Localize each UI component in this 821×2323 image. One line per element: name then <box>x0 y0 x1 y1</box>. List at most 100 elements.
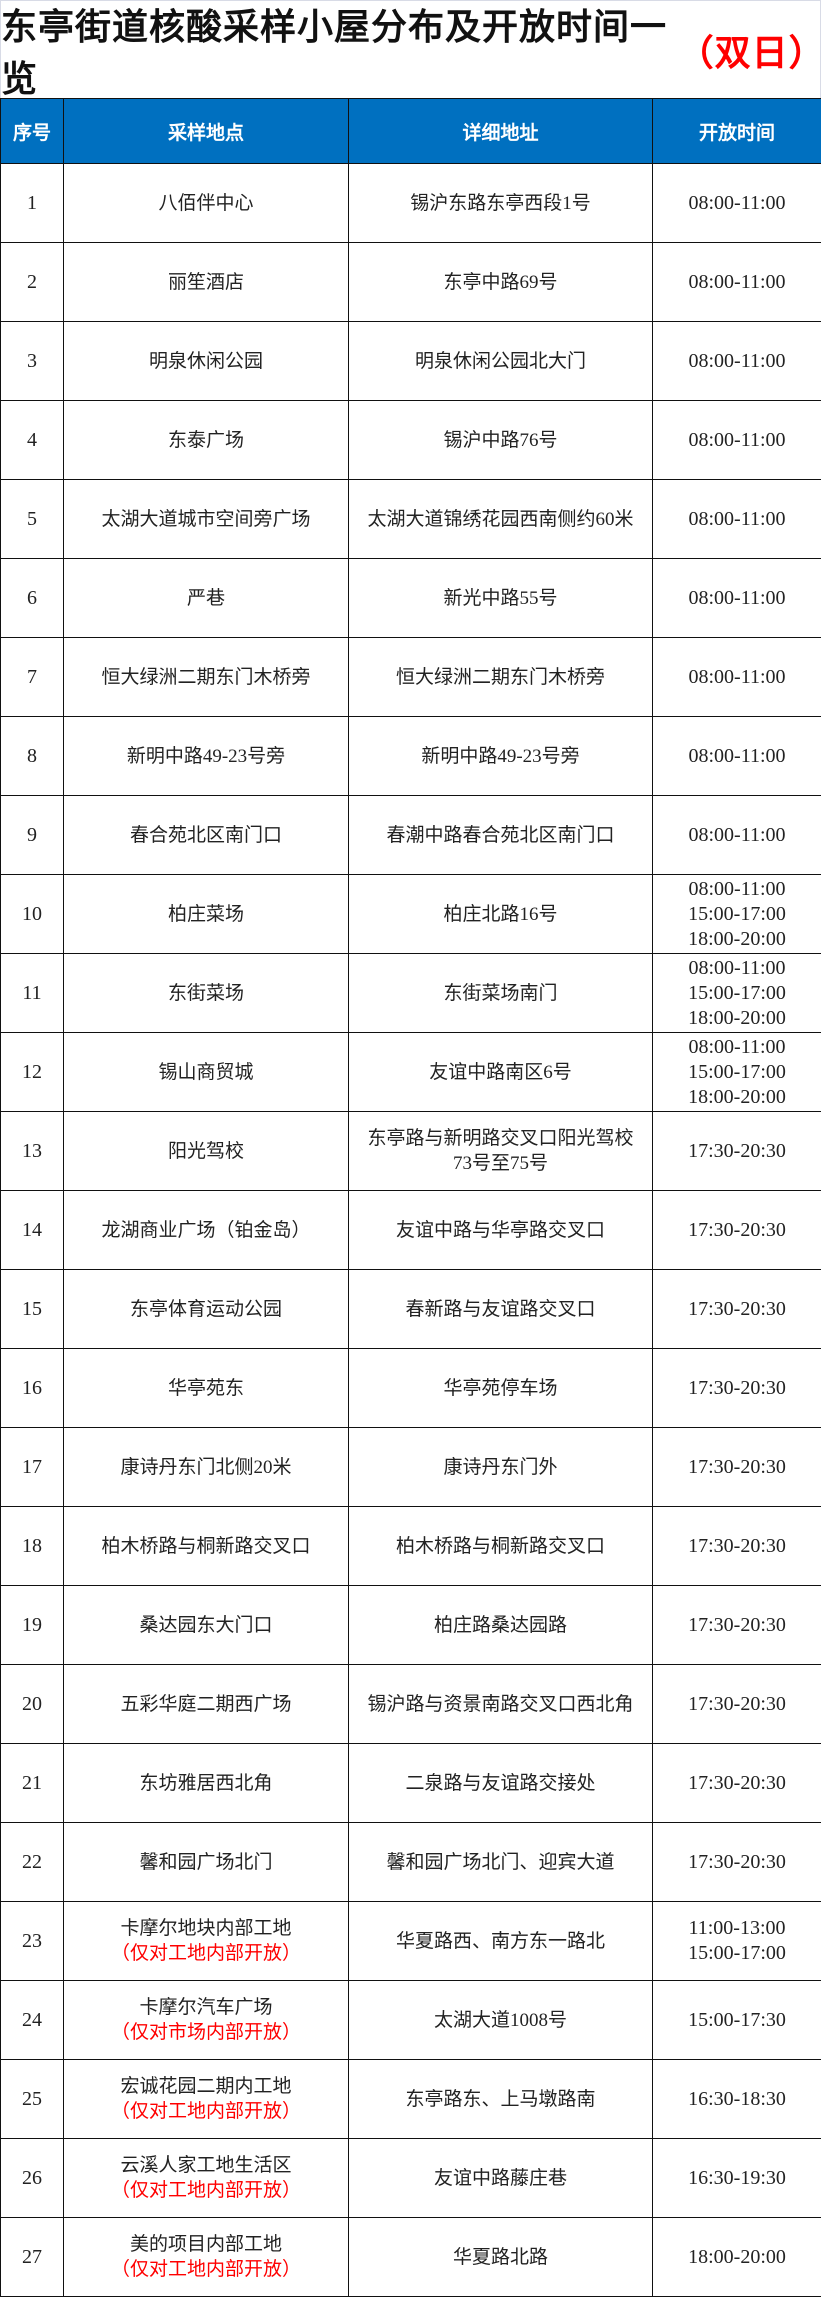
cell-site: 龙湖商业广场（铂金岛） <box>63 1190 349 1270</box>
hours-range: 15:00-17:00 <box>688 1942 786 1964</box>
row-number: 21 <box>22 1771 42 1794</box>
row-number: 25 <box>22 2087 42 2110</box>
cell-no: 11 <box>0 953 64 1033</box>
cell-hours: 08:00-11:00 <box>652 242 821 322</box>
table-row: 12 锡山商贸城 友谊中路南区6号 08:00-11:00 15:00-17:00 18:… <box>0 1032 821 1112</box>
page-title: 东亭街道核酸采样小屋分布及开放时间一览 （双日） <box>0 0 821 99</box>
table-row: 16 华亭苑东 华亭苑停车场 17:30-20:30 <box>0 1348 821 1428</box>
hours-range: 08:00-11:00 <box>688 191 786 214</box>
hours-range: 18:00-20:00 <box>688 1006 786 1029</box>
cell-site: 馨和园广场北门 <box>63 1822 349 1902</box>
cell-no: 6 <box>0 558 64 638</box>
table-row: 17 康诗丹东门北侧20米 康诗丹东门外 17:30-20:30 <box>0 1427 821 1507</box>
hours-range: 08:00-11:00 <box>688 744 786 767</box>
hours-range: 17:30-20:30 <box>688 1297 786 1320</box>
address-line: 锡沪东路东亭西段1号 <box>410 192 591 214</box>
hours-range: 18:00-20:00 <box>688 927 786 950</box>
cell-no: 20 <box>0 1664 64 1744</box>
table-row: 21 东坊雅居西北角 二泉路与友谊路交接处 17:30-20:30 <box>0 1743 821 1823</box>
address-line: 华夏路西、南方东一路北 <box>395 1930 605 1952</box>
address-line: 太湖大道锦绣花园西南侧约60米 <box>367 508 634 530</box>
cell-site: 阳光驾校 <box>63 1111 349 1191</box>
cell-address: 新明中路49-23号旁 <box>348 716 653 796</box>
cell-address: 康诗丹东门外 <box>348 1427 653 1507</box>
cell-address: 友谊中路与华亭路交叉口 <box>348 1190 653 1270</box>
title-suffix: （双日） <box>677 32 821 73</box>
cell-hours: 16:30-19:30 <box>652 2138 821 2218</box>
row-number: 4 <box>27 428 37 451</box>
cell-site: 东街菜场 <box>63 953 349 1033</box>
cell-address: 新光中路55号 <box>348 558 653 638</box>
hours-range: 17:30-20:30 <box>688 1771 786 1794</box>
row-number: 19 <box>22 1613 42 1636</box>
cell-address: 恒大绿洲二期东门木桥旁 <box>348 637 653 717</box>
row-number: 11 <box>22 981 42 1004</box>
cell-no: 3 <box>0 321 64 401</box>
cell-site: 明泉休闲公园 <box>63 321 349 401</box>
cell-site: 丽笙酒店 <box>63 242 349 322</box>
hours-range: 08:00-11:00 <box>688 507 786 530</box>
site-name: 东泰广场 <box>167 429 244 451</box>
row-number: 15 <box>22 1297 42 1320</box>
cell-site: 宏诚花园二期内工地 （仅对工地内部开放） <box>63 2059 349 2139</box>
address-line: 华夏路北路 <box>452 2246 548 2268</box>
address-line: 太湖大道1008号 <box>433 2009 567 2031</box>
cell-site: 太湖大道城市空间旁广场 <box>63 479 349 559</box>
cell-address: 东亭路东、上马墩路南 <box>348 2059 653 2139</box>
address-line: 新明中路49-23号旁 <box>421 745 580 767</box>
cell-hours: 17:30-20:30 <box>652 1822 821 1902</box>
table-row: 13 阳光驾校 东亭路与新明路交叉口阳光驾校 73号至75号 17:30-20:30 <box>0 1111 821 1191</box>
table-row: 11 东街菜场 东街菜场南门 08:00-11:00 15:00-17:00 18:00-… <box>0 953 821 1033</box>
cell-address: 柏木桥路与桐新路交叉口 <box>348 1506 653 1586</box>
cell-no: 8 <box>0 716 64 796</box>
cell-no: 23 <box>0 1901 64 1981</box>
cell-no: 14 <box>0 1190 64 1270</box>
address-line: 春新路与友谊路交叉口 <box>405 1298 596 1320</box>
cell-hours: 17:30-20:30 <box>652 1506 821 1586</box>
cell-no: 1 <box>0 163 64 243</box>
cell-address: 太湖大道1008号 <box>348 1980 653 2060</box>
cell-hours: 08:00-11:00 15:00-17:00 18:00-20:00 <box>652 874 821 954</box>
cell-hours: 08:00-11:00 <box>652 479 821 559</box>
row-number: 18 <box>22 1534 42 1557</box>
cell-hours: 08:00-11:00 <box>652 163 821 243</box>
cell-address: 华亭苑停车场 <box>348 1348 653 1428</box>
cell-no: 12 <box>0 1032 64 1112</box>
cell-address: 锡沪东路东亭西段1号 <box>348 163 653 243</box>
cell-hours: 08:00-11:00 <box>652 637 821 717</box>
site-name: 丽笙酒店 <box>167 271 244 293</box>
cell-no: 16 <box>0 1348 64 1428</box>
address-line: 柏木桥路与桐新路交叉口 <box>395 1535 605 1557</box>
hours-range: 11:00-13:00 <box>688 1917 786 1939</box>
address-line: 明泉休闲公园北大门 <box>414 350 586 372</box>
row-number: 24 <box>22 2008 42 2031</box>
row-number: 22 <box>22 1850 42 1873</box>
hours-range: 08:00-11:00 <box>688 270 786 293</box>
cell-site: 新明中路49-23号旁 <box>63 716 349 796</box>
site-name: 新明中路49-23号旁 <box>126 745 286 767</box>
table-row: 14 龙湖商业广场（铂金岛） 友谊中路与华亭路交叉口 17:30-20:30 <box>0 1190 821 1270</box>
hours-range: 08:00-11:00 <box>688 665 786 688</box>
cell-site: 锡山商贸城 <box>63 1032 349 1112</box>
cell-site: 春合苑北区南门口 <box>63 795 349 875</box>
cell-site: 东泰广场 <box>63 400 349 480</box>
cell-address: 春新路与友谊路交叉口 <box>348 1269 653 1349</box>
hours-range: 08:00-11:00 <box>688 586 786 609</box>
site-name: 锡山商贸城 <box>158 1061 254 1083</box>
cell-hours: 08:00-11:00 15:00-17:00 18:00-20:00 <box>652 1032 821 1112</box>
cell-site: 美的项目内部工地 （仅对工地内部开放） <box>63 2217 349 2297</box>
row-number: 3 <box>27 349 37 372</box>
hours-range: 08:00-11:00 <box>688 1035 786 1058</box>
hours-range: 15:00-17:30 <box>688 2008 786 2031</box>
table-row: 4 东泰广场 锡沪中路76号 08:00-11:00 <box>0 400 821 480</box>
site-name: 恒大绿洲二期东门木桥旁 <box>101 666 311 688</box>
row-number: 17 <box>22 1455 42 1478</box>
cell-no: 15 <box>0 1269 64 1349</box>
site-name: 康诗丹东门北侧20米 <box>120 1456 292 1478</box>
row-number: 8 <box>27 744 37 767</box>
row-number: 20 <box>22 1692 42 1715</box>
hours-range: 08:00-11:00 <box>688 428 786 451</box>
cell-hours: 08:00-11:00 <box>652 321 821 401</box>
cell-hours: 17:30-20:30 <box>652 1111 821 1191</box>
cell-hours: 15:00-17:30 <box>652 1980 821 2060</box>
